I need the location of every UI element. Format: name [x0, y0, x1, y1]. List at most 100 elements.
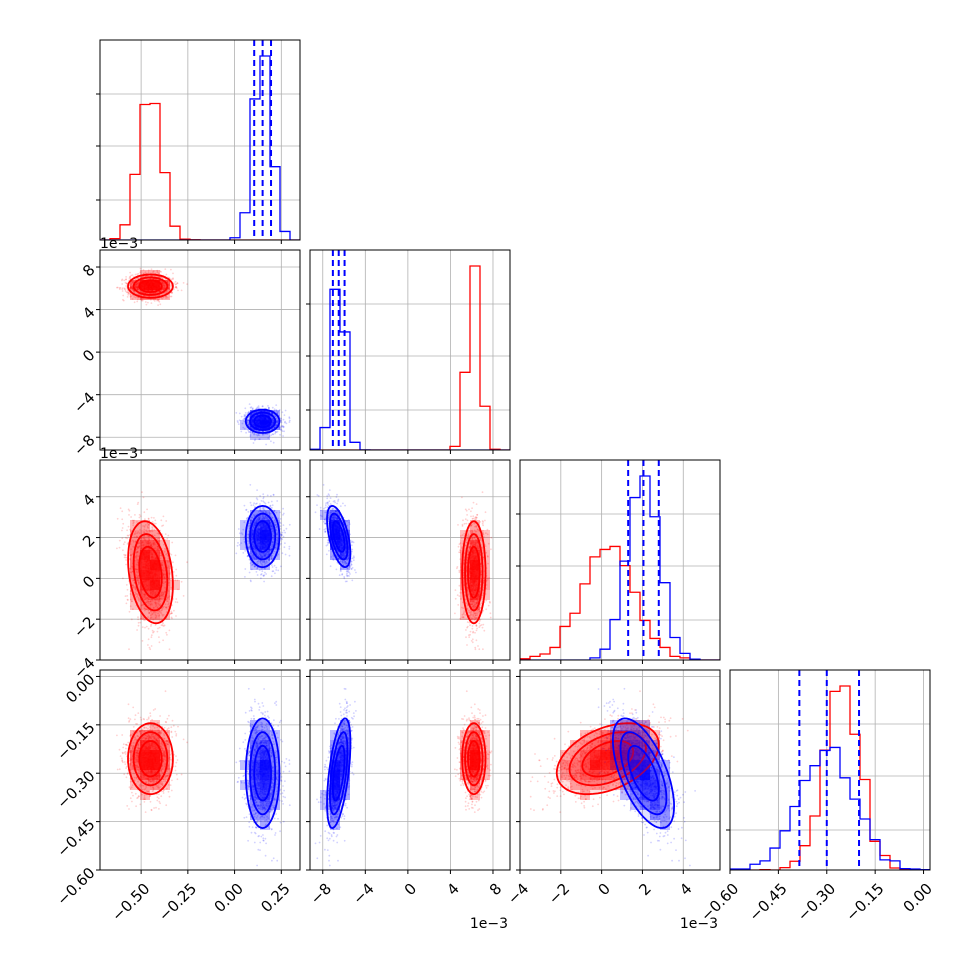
panel-frame [519, 459, 721, 661]
density-cell [590, 730, 600, 740]
density-cell [140, 740, 150, 750]
x-tick-label: 4 [443, 880, 462, 899]
density-cell [140, 590, 150, 600]
density-cell [270, 800, 280, 810]
density-cell [470, 540, 480, 550]
panel-frame [309, 249, 511, 451]
density-cell [330, 800, 340, 810]
density-cell [590, 750, 600, 760]
density-cell [330, 520, 340, 530]
panel-frame [519, 669, 721, 871]
density-contour [132, 276, 169, 296]
density-cell [650, 790, 660, 800]
density-cell [140, 570, 150, 580]
density-cell [630, 780, 640, 790]
y-tick-label: 0.00 [62, 670, 98, 706]
density-cell [260, 790, 270, 800]
density-cell [150, 760, 160, 770]
x-tick-label: −0.45 [746, 880, 791, 925]
density-cell [150, 580, 160, 590]
density-cell [260, 550, 270, 560]
density-cell [130, 550, 140, 560]
scatter-panel-3-1 [96, 459, 301, 664]
x-tick-label: 0.00 [211, 880, 247, 916]
density-cell [140, 760, 150, 770]
scatter-panel-4-1 [96, 669, 301, 874]
density-cell [160, 580, 170, 590]
density-contour [244, 717, 281, 830]
density-cell [270, 750, 280, 760]
panel-frame [729, 669, 931, 871]
density-contour [144, 559, 157, 585]
density-cell [270, 520, 280, 530]
density-contour [461, 520, 487, 625]
density-cell [170, 580, 180, 590]
y-tick-label: −2 [70, 613, 98, 641]
panel-frame [99, 249, 301, 451]
density-cell [660, 810, 670, 820]
density-cell [240, 540, 250, 550]
density-cell [610, 760, 620, 770]
density-cell [600, 740, 610, 750]
density-cell [640, 720, 650, 730]
density-cell [140, 560, 150, 570]
density-cell [620, 750, 630, 760]
density-cell [640, 790, 650, 800]
hist-series-a [730, 685, 930, 870]
density-cell [260, 560, 270, 570]
density-cell [570, 770, 580, 780]
x-tick-label: 0 [595, 880, 614, 899]
density-cell [620, 790, 630, 800]
hist-series-b [520, 475, 720, 660]
density-contour [258, 528, 267, 545]
density-contour [249, 512, 277, 561]
density-contour [249, 731, 277, 816]
density-cell [650, 730, 660, 740]
density-cell [140, 610, 150, 620]
density-cell [480, 540, 490, 550]
density-contour [326, 504, 352, 569]
density-cell [470, 550, 480, 560]
x-tick-label: 4 [676, 880, 695, 899]
density-cell [460, 610, 470, 620]
density-cell [650, 750, 660, 760]
density-cell [470, 760, 480, 770]
density-contour [127, 520, 174, 625]
hist-panel-3 [516, 459, 721, 664]
density-contour [253, 414, 272, 428]
y-tick-label: −8 [70, 431, 98, 459]
density-cell [270, 790, 280, 800]
density-contour [249, 411, 277, 432]
density-cell [340, 720, 350, 730]
density-cell [460, 740, 470, 750]
density-contour [611, 717, 676, 829]
density-cell [330, 790, 340, 800]
density-cell [330, 510, 340, 520]
y-tick-label: 2 [79, 531, 98, 550]
density-cell [560, 760, 570, 770]
density-contour [332, 520, 346, 553]
density-cell [260, 760, 270, 770]
density-cell [330, 740, 340, 750]
density-cell [560, 750, 570, 760]
x-tick-label: −0.60 [697, 880, 742, 925]
density-cell [260, 520, 270, 530]
density-contour [470, 749, 477, 768]
x-tick-label: −0.50 [108, 880, 153, 925]
density-contour [144, 749, 157, 768]
density-cell [600, 750, 610, 760]
density-contour [335, 528, 342, 545]
x-tick-label: −0.25 [155, 880, 200, 925]
panel-frame [99, 39, 301, 241]
density-cell [470, 610, 480, 620]
hist-series-a [100, 102, 300, 240]
density-cell [460, 540, 470, 550]
density-cell [650, 770, 660, 780]
density-cell [610, 740, 620, 750]
density-cell [570, 760, 580, 770]
density-contour [127, 722, 174, 796]
y-tick-label: −0.45 [53, 815, 98, 860]
density-contour [138, 545, 163, 599]
density-contour [328, 731, 349, 816]
density-contour [470, 559, 477, 585]
